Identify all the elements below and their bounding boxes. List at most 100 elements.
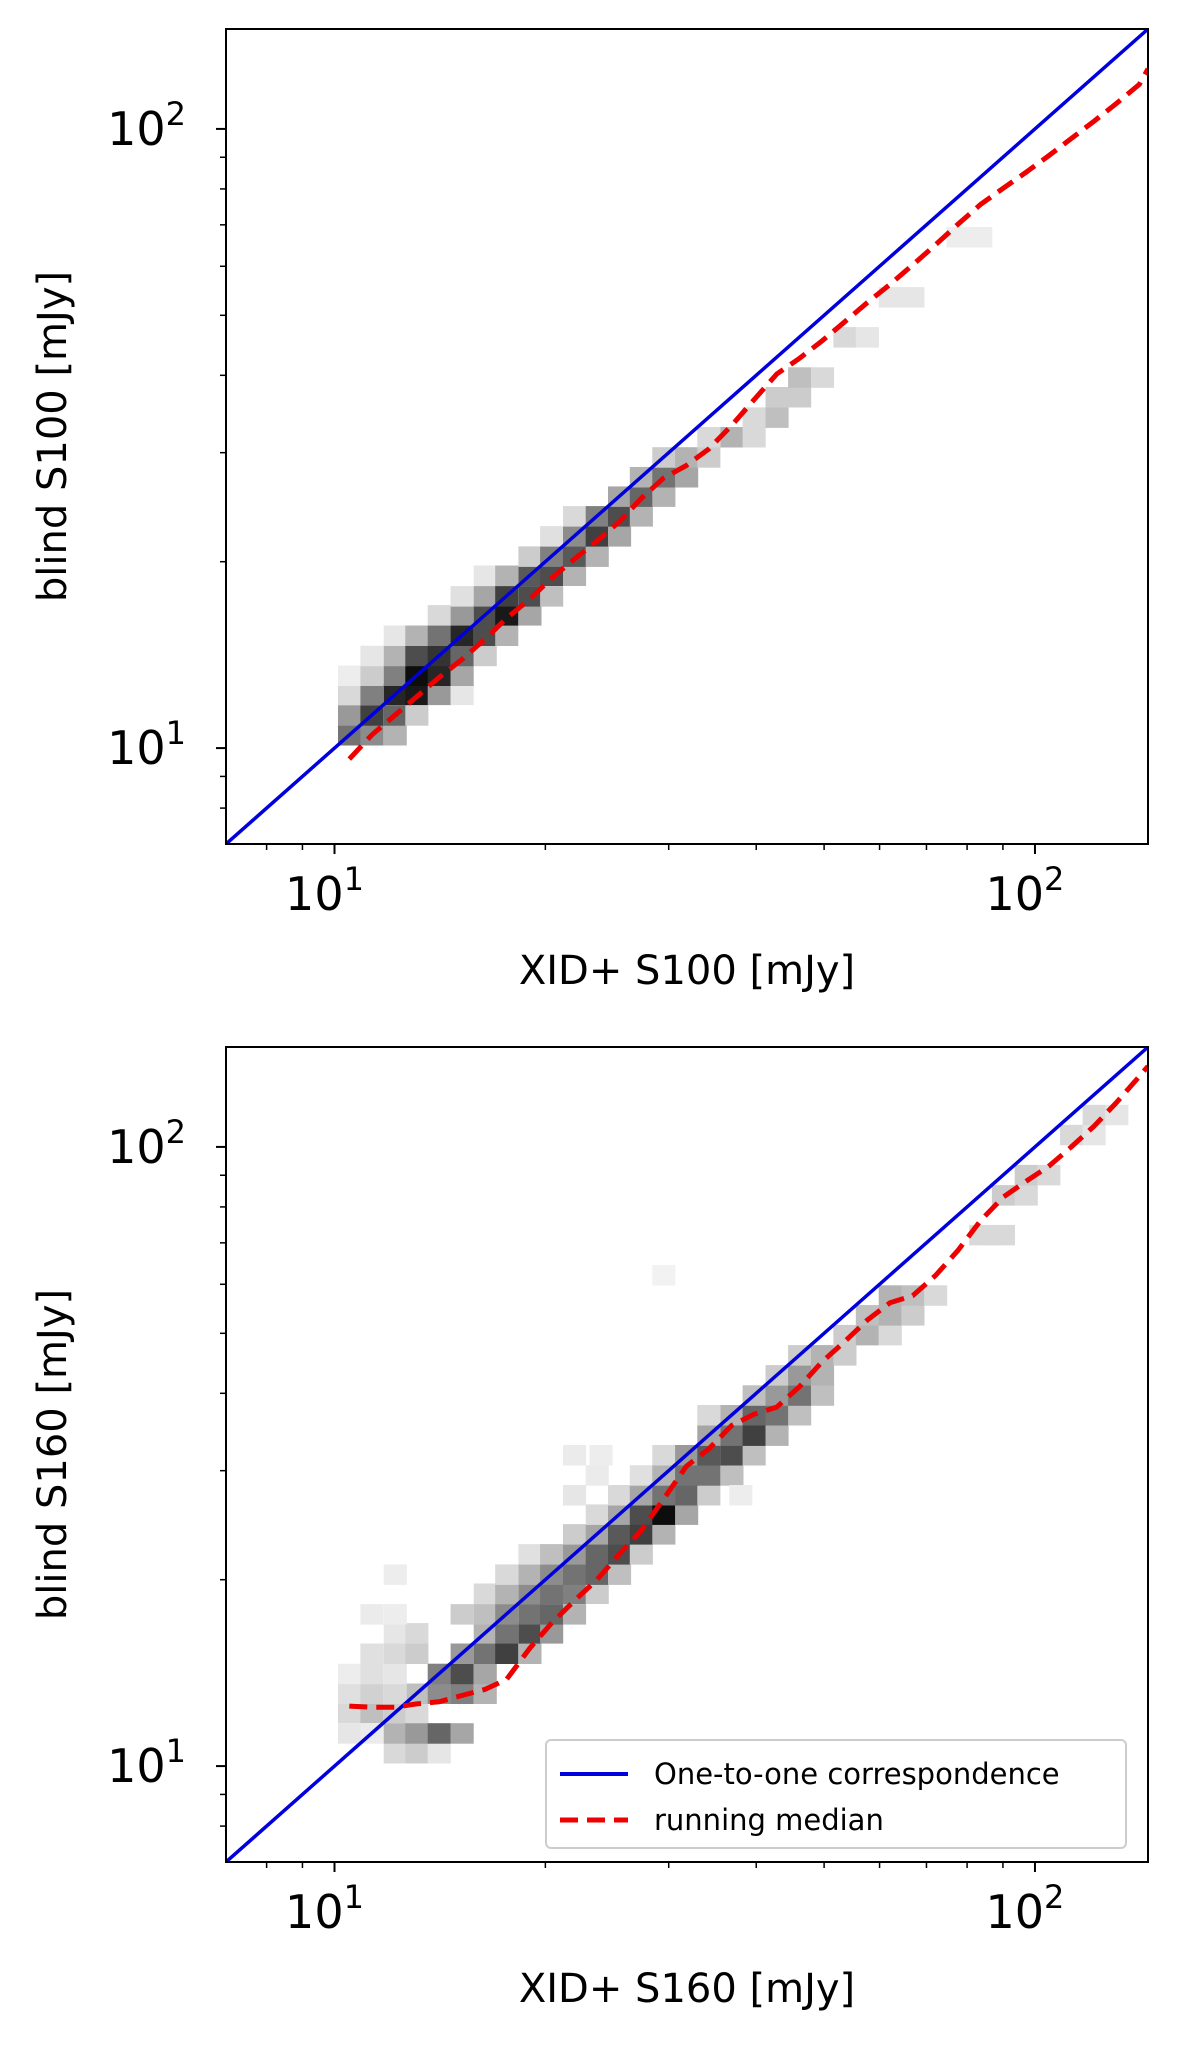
heatmap-bin-19 [473, 1663, 497, 1685]
heatmap-bin-45 [563, 565, 587, 586]
heatmap-bin-117 [855, 1305, 879, 1326]
heatmap-bin-133 [1082, 1104, 1106, 1126]
heatmap-bin-0 [338, 1723, 362, 1744]
heatmap-bin-46 [540, 1604, 564, 1625]
top-x-axis-label: XID+ S100 [mJy] [519, 948, 855, 994]
top-heatmap [338, 227, 993, 746]
bottom-y-axis-label: blind S160 [mJy] [30, 1289, 76, 1620]
heatmap-bin-24 [360, 1663, 384, 1685]
heatmap-bin-56 [608, 506, 632, 527]
heatmap-bin-81 [697, 1485, 721, 1506]
heatmap-bin-6 [383, 1743, 407, 1764]
heatmap-bin-63 [585, 1544, 609, 1565]
heatmap-bin-42 [495, 565, 519, 586]
heatmap-bin-26 [405, 625, 429, 646]
heatmap-bin-53 [608, 526, 632, 547]
heatmap-bin-69 [742, 427, 766, 448]
heatmap-bin-33 [383, 1564, 407, 1585]
one-to-one-line [226, 29, 1148, 844]
heatmap-bin-40 [518, 1623, 542, 1644]
heatmap-bin-46 [518, 546, 542, 567]
heatmap-bin-8 [360, 684, 384, 706]
heatmap-bin-30 [405, 1623, 429, 1644]
top-lines [226, 29, 1148, 844]
heatmap-bin-76 [833, 327, 857, 348]
heatmap-bin-42 [450, 1604, 474, 1625]
heatmap-bin-31 [360, 1604, 384, 1625]
heatmap-bin-77 [608, 1485, 632, 1506]
heatmap-bin-49 [495, 1583, 519, 1604]
heatmap-bin-82 [585, 1465, 609, 1486]
heatmap-bin-128 [1014, 1185, 1038, 1206]
heatmap-bin-8 [427, 1743, 451, 1764]
heatmap-bin-73 [788, 387, 812, 408]
heatmap-bin-2 [383, 725, 407, 746]
heatmap-bin-39 [495, 1623, 519, 1644]
heatmap-bin-53 [585, 1583, 609, 1604]
heatmap-bin-31 [427, 605, 451, 626]
bottom-heatmap [338, 1104, 1129, 1764]
heatmap-bin-65 [629, 1544, 653, 1565]
heatmap-bin-70 [742, 407, 766, 428]
heatmap-bin-83 [629, 1465, 653, 1486]
heatmap-bin-70 [652, 1524, 676, 1545]
top-panel: 101 102 101 102 XID+ S100 [mJy] blind S100 … [30, 28, 1149, 994]
heatmap-bin-55 [518, 1564, 542, 1585]
heatmap-bin-130 [1037, 1164, 1061, 1186]
heatmap-bin-45 [518, 1604, 542, 1625]
heatmap-bin-37 [518, 1643, 542, 1664]
heatmap-bin-116 [878, 1324, 902, 1346]
heatmap-bin-73 [629, 1504, 653, 1525]
heatmap-bin-18 [450, 665, 474, 686]
heatmap-bin-37 [473, 586, 497, 607]
top-ticks: 101 102 101 102 [107, 95, 1064, 921]
heatmap-bin-30 [495, 625, 519, 646]
heatmap-bin-63 [675, 467, 699, 488]
heatmap-bin-50 [540, 526, 564, 547]
heatmap-bin-40 [540, 586, 564, 607]
heatmap-bin-80 [675, 1485, 699, 1506]
heatmap-bin-35 [473, 1643, 497, 1664]
heatmap-bin-81 [969, 227, 993, 248]
legend-box [545, 1739, 1127, 1849]
heatmap-bin-15 [383, 665, 407, 686]
heatmap-bin-119 [901, 1305, 925, 1326]
heatmap-bin-11 [427, 684, 451, 706]
heatmap-bin-60 [652, 486, 676, 507]
heatmap-bin-67 [697, 427, 721, 448]
running-median-line [349, 1064, 1148, 1710]
heatmap-bin-24 [473, 645, 497, 667]
heatmap-bin-10 [405, 1723, 429, 1744]
heatmap-bin-88 [563, 1445, 587, 1466]
heatmap-bin-98 [765, 1425, 789, 1446]
heatmap-bin-60 [518, 1544, 542, 1565]
heatmap-bin-112 [811, 1345, 835, 1366]
heatmap-bin-61 [540, 1544, 564, 1565]
heatmap-bin-7 [338, 684, 362, 706]
heatmap-bin-75 [811, 367, 835, 388]
heatmap-bin-122 [924, 1285, 948, 1306]
heatmap-bin-36 [495, 1643, 519, 1664]
legend-label-running-median: running median [654, 1803, 884, 1837]
heatmap-bin-25 [383, 625, 407, 646]
running-median-line [347, 67, 1148, 761]
bottom-lines [226, 1047, 1148, 1862]
heatmap-bin-79 [901, 287, 925, 308]
y-tick-label: 101 [107, 1732, 186, 1793]
heatmap-bin-71 [585, 1504, 609, 1525]
heatmap-bin-52 [563, 1583, 587, 1604]
heatmap-bin-49 [585, 546, 609, 567]
heatmap-bin-20 [383, 645, 407, 667]
heatmap-bin-87 [720, 1465, 744, 1486]
heatmap-bin-76 [563, 1485, 587, 1506]
heatmap-bin-27 [383, 1643, 407, 1664]
heatmap-bin-32 [450, 605, 474, 626]
heatmap-bin-94 [742, 1445, 766, 1466]
legend-label-one-to-one: One-to-one correspondence [654, 1757, 1060, 1791]
heatmap-bin-65 [675, 447, 699, 468]
heatmap-bin-54 [495, 1564, 519, 1585]
heatmap-bin-28 [405, 1643, 429, 1664]
heatmap-bin-25 [383, 1663, 407, 1685]
heatmap-bin-86 [697, 1465, 721, 1486]
